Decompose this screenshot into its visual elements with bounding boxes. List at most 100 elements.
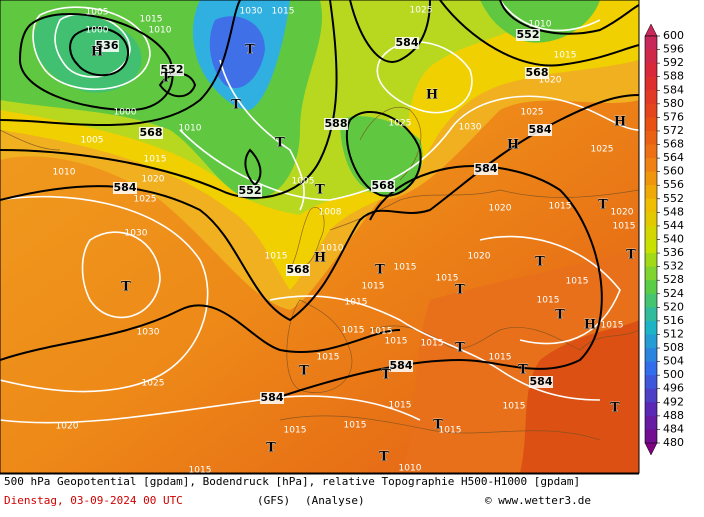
colorbar-label: 584 [663, 83, 684, 96]
isobar-label: 1015 [389, 401, 412, 411]
isobar-label: 1015 [342, 326, 365, 336]
colorbar-swatch [645, 239, 657, 254]
colorbar-swatch [645, 144, 657, 159]
footer-model: (GFS) [257, 494, 290, 507]
label-box [525, 67, 549, 79]
isobar-label: 1000 [114, 108, 137, 118]
colorbar-swatch [645, 402, 657, 417]
geopotential-label: 584 [530, 375, 553, 388]
isobar-label: 1015 [345, 298, 368, 308]
label-box [474, 163, 498, 175]
geopotential-label: 552 [161, 63, 184, 76]
isobar-label: 1015 [537, 296, 560, 306]
isobar-label: 1000 [86, 26, 109, 36]
field-red [520, 320, 639, 473]
geopotential-label: 584 [396, 36, 419, 49]
pressure-center: T [598, 198, 608, 213]
colorbar-label: 560 [663, 165, 684, 178]
geopotential-label: 584 [390, 359, 413, 372]
colorbar-label: 536 [663, 246, 684, 259]
colorbar-label: 488 [663, 409, 684, 422]
label-box [389, 360, 413, 372]
colorbar-swatch [645, 293, 657, 308]
colorbar-swatch [645, 198, 657, 213]
field-green-ne [480, 0, 600, 43]
footer-title: 500 hPa Geopotential [gpdam], Bodendruck… [4, 475, 580, 488]
isobar-label: 1015 [344, 421, 367, 431]
isobar-label: 1020 [489, 204, 512, 214]
isobar-label: 1015 [489, 353, 512, 363]
label-box [286, 264, 310, 276]
label-box [528, 124, 552, 136]
isobar-label: 1020 [468, 252, 491, 262]
colorbar-swatch [645, 76, 657, 91]
label-box [139, 127, 163, 139]
colorbar-swatch [645, 90, 657, 105]
footer-credit: © www.wetter3.de [485, 494, 591, 507]
pressure-center: H [314, 251, 326, 266]
pressure-center: T [535, 255, 545, 270]
isobar-label: 1015 [549, 202, 572, 212]
colorbar-label: 588 [663, 70, 684, 83]
colorbar-label: 572 [663, 124, 684, 137]
coast-iberia [286, 299, 353, 393]
isobar-label: 1025 [591, 145, 614, 155]
coast-uk [289, 207, 325, 271]
isobar-label: 1010 [529, 20, 552, 30]
colorbar-label: 568 [663, 138, 684, 151]
pressure-center: H [614, 115, 626, 130]
coast-scand [359, 107, 422, 181]
colorbar-label: 508 [663, 341, 684, 354]
isobar-label: 1025 [410, 6, 433, 16]
isobar-label: 1015 [394, 263, 417, 273]
isobar-label: 1010 [321, 244, 344, 254]
label-box [95, 40, 119, 52]
geopotential-label: 584 [529, 123, 552, 136]
pressure-center: T [379, 450, 389, 465]
isobar-label: 1015 [284, 426, 307, 436]
label-box [395, 37, 419, 49]
isobar-label: 1030 [240, 7, 263, 17]
coast-africa [279, 415, 601, 441]
label-box [260, 392, 284, 404]
colorbar-swatch [645, 280, 657, 295]
geopotential-label: 536 [96, 39, 119, 52]
colorbar-swatch [645, 36, 657, 51]
colorbar-label: 600 [663, 29, 684, 42]
pressure-center: T [121, 280, 131, 295]
colorbar-label: 564 [663, 151, 684, 164]
colorbar-label: 520 [663, 300, 684, 313]
pressure-center: T [626, 248, 636, 263]
label-box [371, 180, 395, 192]
colorbar-swatch [645, 185, 657, 200]
colorbar-label: 596 [663, 43, 684, 56]
colorbar-swatch [645, 171, 657, 186]
colorbar-swatch [645, 158, 657, 173]
isobar-label: 1015 [362, 282, 385, 292]
isobar-label: 1005 [81, 136, 104, 146]
colorbar-swatch [645, 375, 657, 390]
colorbar-swatch [645, 429, 657, 444]
colorbar-label: 484 [663, 422, 684, 435]
isobar-label: 1020 [611, 208, 634, 218]
colorbar-swatch [645, 253, 657, 268]
colorbar-label: 532 [663, 260, 684, 273]
isobar-label: 1025 [521, 108, 544, 118]
map-frame [0, 0, 640, 474]
colorbar-label: 548 [663, 205, 684, 218]
colorbar-label: 592 [663, 56, 684, 69]
colorbar-label: 528 [663, 273, 684, 286]
colorbar-label: 552 [663, 192, 684, 205]
colorbar-label: 500 [663, 368, 684, 381]
colorbar-swatch [645, 307, 657, 322]
isobar-label: 1015 [436, 274, 459, 284]
isobar-label: 1015 [189, 466, 212, 476]
isobar-label: 1015 [272, 7, 295, 17]
isobar-label: 1030 [459, 123, 482, 133]
isobar-label: 1015 [566, 277, 589, 287]
isobar-label: 1025 [134, 195, 157, 205]
colorbar-swatch [645, 415, 657, 430]
isobar-label: 1025 [142, 379, 165, 389]
colorbar-swatch [645, 348, 657, 363]
colorbar-swatch [645, 117, 657, 132]
